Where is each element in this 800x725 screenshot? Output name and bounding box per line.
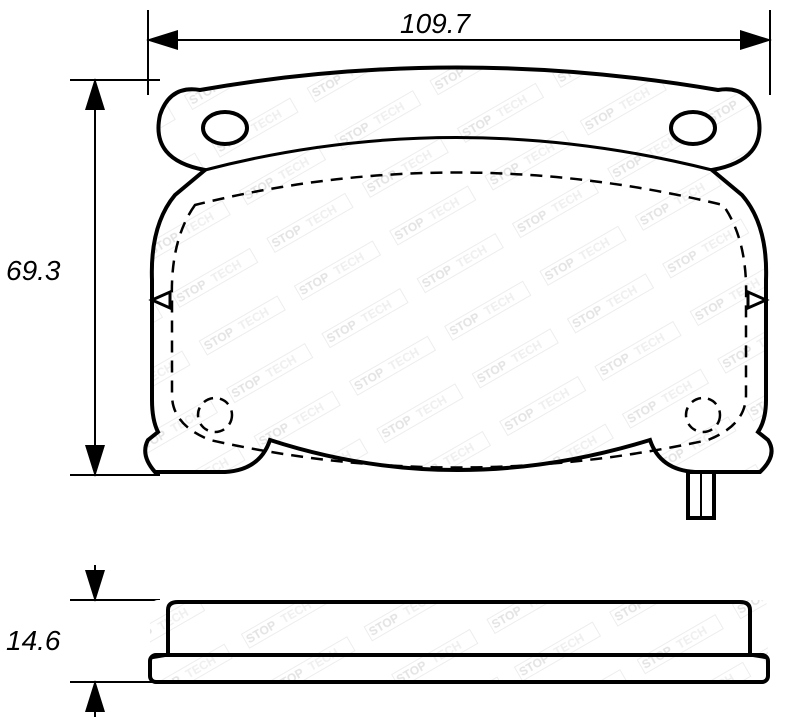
front-view bbox=[140, 60, 780, 518]
height-dimension bbox=[70, 80, 160, 475]
mounting-hole-right bbox=[671, 112, 715, 144]
height-dimension-label: 69.3 bbox=[6, 255, 61, 287]
side-view bbox=[150, 600, 768, 682]
thickness-dimension-label: 14.6 bbox=[6, 625, 61, 657]
technical-drawing: STOP TECH bbox=[0, 0, 800, 725]
thickness-dimension bbox=[70, 565, 160, 717]
mounting-hole-left bbox=[203, 112, 247, 144]
width-dimension-label: 109.7 bbox=[400, 8, 470, 40]
wear-indicator-tab bbox=[688, 472, 714, 518]
